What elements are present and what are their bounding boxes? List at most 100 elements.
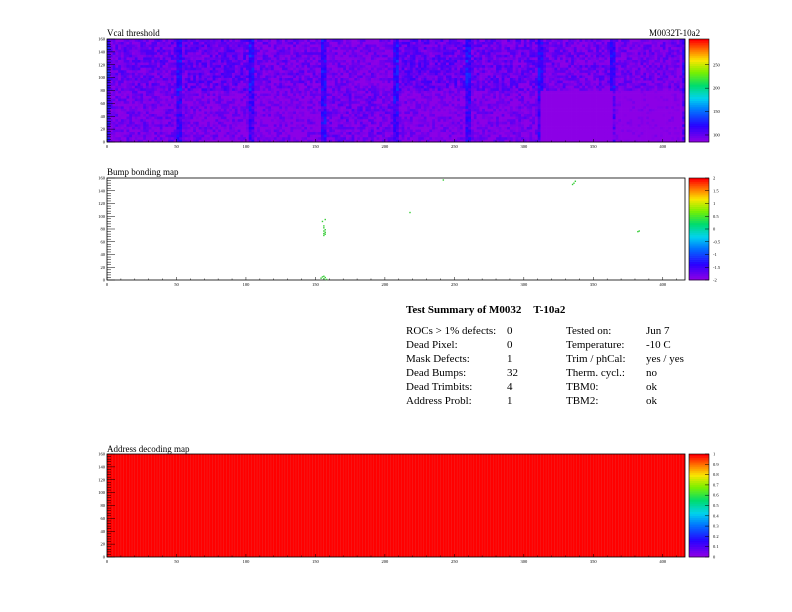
vcal-cell <box>482 131 486 135</box>
vcal-cell <box>170 87 175 91</box>
vcal-cell <box>496 134 500 138</box>
vcal-cell <box>184 75 188 78</box>
vcal-cell <box>145 116 150 120</box>
vcal-cell <box>582 103 586 107</box>
vcal-cell <box>543 90 547 94</box>
vcal-cell <box>207 116 211 120</box>
vcal-cell <box>559 129 564 133</box>
vcal-cell <box>137 44 141 48</box>
vcal-cell <box>423 113 427 117</box>
vcal-cell <box>162 44 166 48</box>
vcal-cell <box>415 139 419 143</box>
vcal-cell <box>343 111 347 115</box>
vcal-cell <box>587 90 591 94</box>
vcal-cell <box>268 129 272 133</box>
vcal-cell <box>148 134 152 138</box>
vcal-cell <box>562 111 566 115</box>
vcal-cell <box>215 72 219 76</box>
vcal-cell <box>462 90 466 94</box>
vcal-cell <box>551 118 555 122</box>
vcal-cell <box>348 100 352 104</box>
vcal-cell <box>573 111 577 115</box>
vcal-cell <box>120 67 125 71</box>
vcal-cell <box>284 113 288 117</box>
vcal-cell <box>609 121 614 125</box>
vcal-cell <box>662 105 666 109</box>
vcal-cell <box>320 129 325 133</box>
vcal-cell <box>134 82 138 86</box>
vcal-cell <box>440 90 444 94</box>
vcal-cell <box>220 108 225 112</box>
vcal-cell <box>432 118 436 122</box>
vcal-cell <box>396 103 400 107</box>
vcal-cell <box>187 134 191 138</box>
vcal-cell <box>654 105 658 109</box>
vcal-cell <box>370 100 375 104</box>
vcal-cell <box>232 64 236 68</box>
vcal-cell <box>576 105 580 109</box>
vcal-cell <box>148 87 152 91</box>
vcal-cell <box>390 113 394 117</box>
vcal-cell <box>198 103 202 107</box>
vcal-cell <box>654 111 658 115</box>
vcal-cell <box>232 123 236 127</box>
vcal-cell <box>429 129 433 133</box>
vcal-cell <box>168 113 172 117</box>
vcal-cell <box>304 121 308 125</box>
vcal-cell <box>662 95 666 99</box>
vcal-cell <box>551 139 555 143</box>
vcal-cell <box>245 113 250 117</box>
vcal-cell <box>140 77 144 81</box>
vcal-cell <box>365 95 369 99</box>
vcal-cell <box>407 134 411 138</box>
vcal-cell <box>593 134 597 138</box>
vcal-cell <box>162 131 166 135</box>
vcal-cell <box>546 90 550 94</box>
vcal-cell <box>648 126 653 130</box>
vcal-cell <box>187 62 191 66</box>
vcal-cell <box>154 87 158 91</box>
vcal-cell <box>634 103 639 107</box>
vcal-cell <box>262 113 266 117</box>
vcal-cell <box>590 126 594 130</box>
vcal-cell <box>404 116 408 120</box>
vcal-cell <box>151 93 155 96</box>
vcal-cell <box>362 134 366 138</box>
vcal-cell <box>137 75 141 78</box>
vcal-cell <box>270 108 275 112</box>
vcal-cell <box>204 85 208 89</box>
vcal-cell <box>207 72 211 76</box>
vcal-cell <box>234 98 238 102</box>
vcal-cell <box>448 136 452 140</box>
vcal-cell <box>565 103 569 107</box>
vcal-cell <box>309 98 313 102</box>
vcal-cell <box>657 116 661 120</box>
vcal-cell <box>207 82 211 86</box>
vcal-cell <box>193 121 197 125</box>
vcal-cell <box>115 87 119 91</box>
vcal-cell <box>207 103 211 107</box>
vcal-cell <box>334 105 338 109</box>
vcal-cell <box>548 136 552 140</box>
vcal-cell <box>365 136 369 140</box>
vcal-cell <box>454 113 458 117</box>
vcal-cell <box>168 111 172 115</box>
vcal-cell <box>593 111 597 115</box>
vcal-cell <box>215 105 219 109</box>
vcal-cell <box>632 126 636 130</box>
vcal-cell <box>459 126 464 130</box>
vcal-cell <box>609 98 614 102</box>
vcal-cell <box>351 113 355 117</box>
vcal-cell <box>154 82 158 86</box>
vcal-cell <box>223 95 227 99</box>
vcal-cell <box>107 46 111 50</box>
vcal-cell <box>345 126 350 130</box>
vcal-cell <box>248 80 252 84</box>
vcal-cell <box>209 100 213 104</box>
vcal-cell <box>618 90 622 94</box>
vcal-cell <box>251 113 255 117</box>
vcal-cell <box>318 131 322 135</box>
vcal-cell <box>398 113 402 117</box>
vcal-cell <box>273 118 277 122</box>
vcal-cell <box>240 108 244 112</box>
